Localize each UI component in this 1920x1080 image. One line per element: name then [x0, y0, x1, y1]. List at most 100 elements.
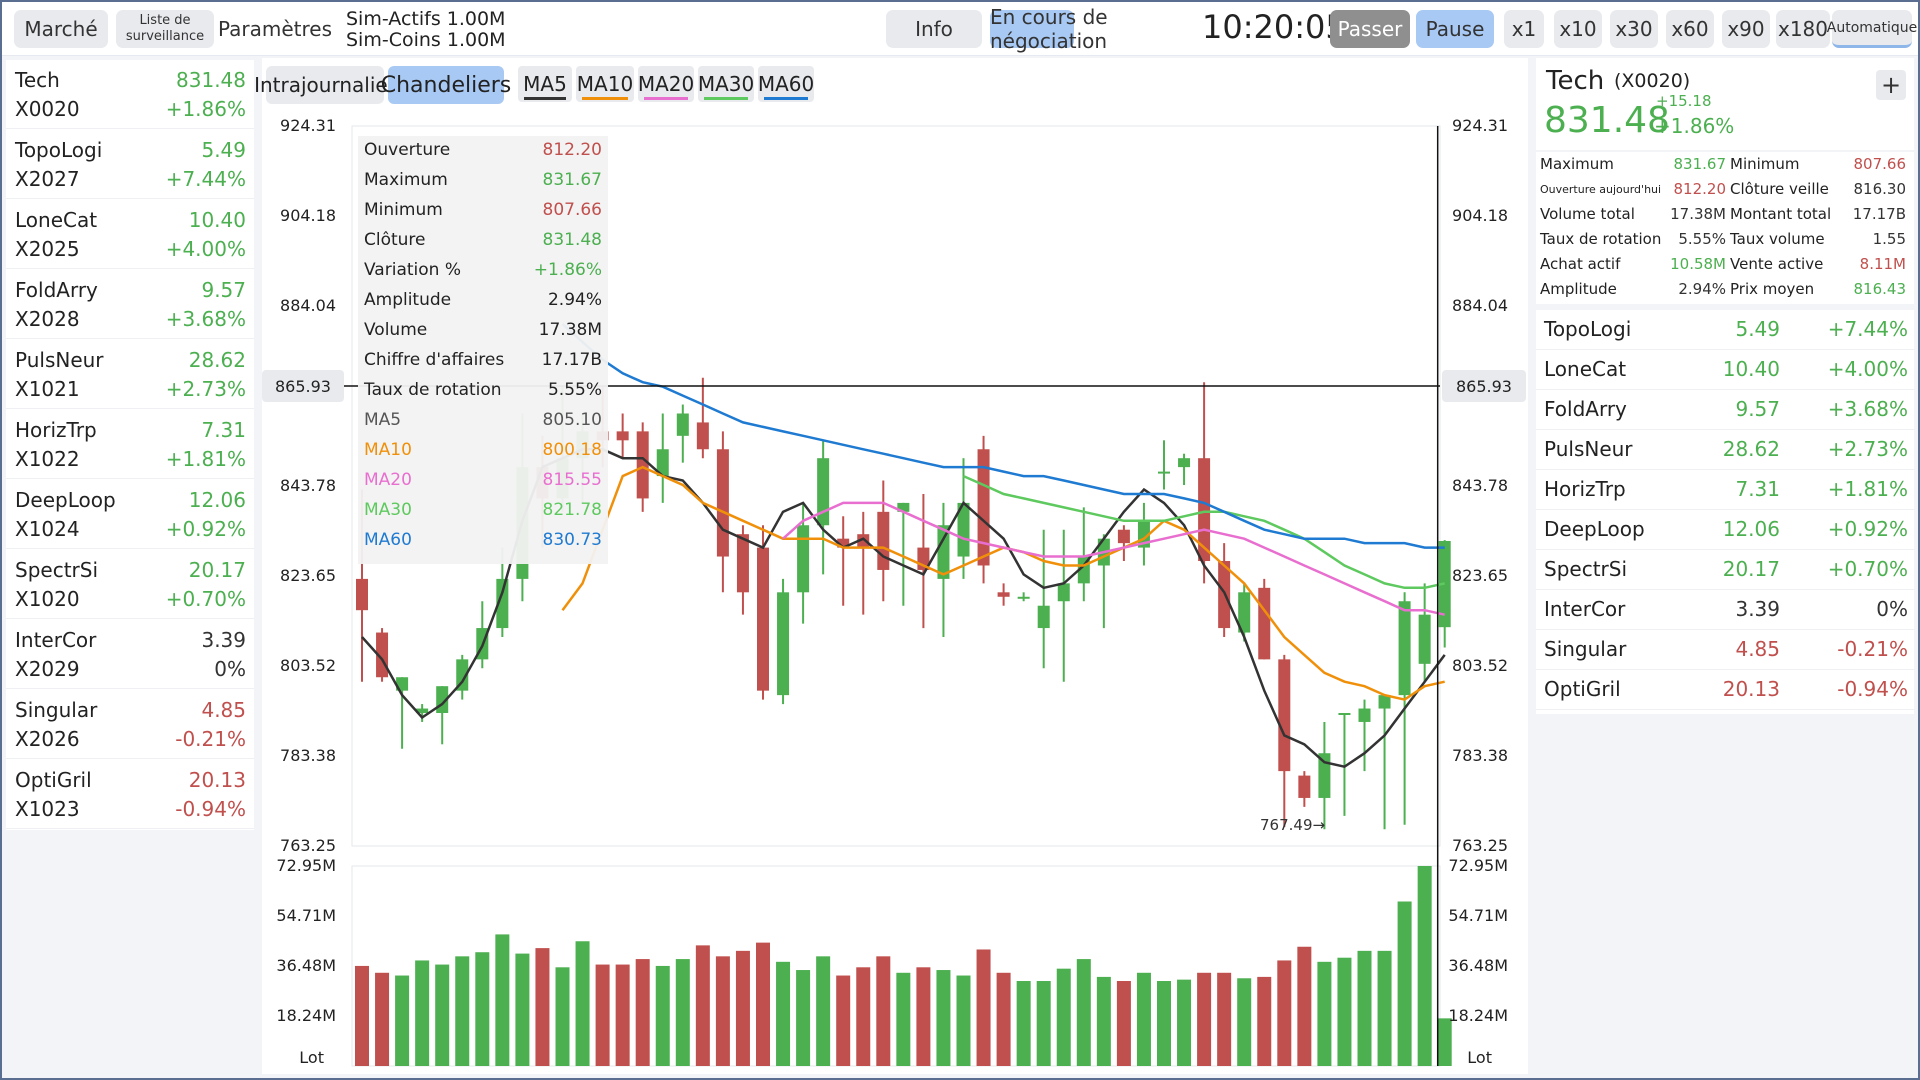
stock-price: 7.31: [201, 418, 246, 442]
watchlist-item[interactable]: InterCor X2029 3.39 0%: [6, 620, 254, 689]
crosshair-price-left: 865.93: [262, 370, 344, 402]
watchlist-item[interactable]: HorizTrp X1022 7.31 +1.81%: [6, 410, 254, 479]
candle-body: [937, 525, 950, 579]
speed-x60-button[interactable]: x60: [1666, 10, 1714, 48]
candle-body: [1418, 614, 1431, 664]
related-name: FoldArry: [1544, 397, 1627, 421]
stock-code: X1022: [15, 447, 80, 471]
related-item[interactable]: FoldArry 9.57 +3.68%: [1536, 390, 1914, 430]
ma-underline: [764, 97, 808, 100]
related-item[interactable]: PulsNeur 28.62 +2.73%: [1536, 430, 1914, 470]
price-tick-right: 904.18: [1452, 206, 1508, 225]
volume-bar: [575, 941, 590, 1066]
watchlist-item[interactable]: PulsNeur X1021 28.62 +2.73%: [6, 340, 254, 409]
price-tick-right: 843.78: [1452, 476, 1508, 495]
ma-toggle-ma10[interactable]: MA10: [576, 66, 634, 102]
watchlist-item[interactable]: TopoLogi X2027 5.49 +7.44%: [6, 130, 254, 199]
watchlist-item[interactable]: SpectrSi X1020 20.17 +0.70%: [6, 550, 254, 619]
ma-underline: [524, 97, 566, 100]
stat-value: 17.17B: [1852, 205, 1906, 223]
related-name: Singular: [1544, 637, 1627, 661]
watchlist-item[interactable]: Singular X2026 4.85 -0.21%: [6, 690, 254, 759]
tooltip-row: Taux de rotation 5.55%: [358, 376, 608, 406]
volume-bar: [936, 970, 951, 1066]
stat-key: Amplitude: [1540, 280, 1617, 298]
stat-key: Prix moyen: [1730, 280, 1815, 298]
volume-bar: [1437, 1018, 1452, 1066]
watchlist-panel: Tech X0020 831.48 +1.86% TopoLogi X2027 5.49 +7…: [6, 60, 254, 830]
speed-x1-button[interactable]: x1: [1504, 10, 1544, 48]
tooltip-key: MA10: [364, 440, 412, 460]
volume-bar: [395, 975, 410, 1066]
tooltip-row: Maximum 831.67: [358, 166, 608, 196]
tooltip-key: Amplitude: [364, 290, 452, 310]
volume-bar: [1116, 981, 1131, 1066]
watchlist-item[interactable]: Tech X0020 831.48 +1.86%: [6, 60, 254, 129]
related-name: HorizTrp: [1544, 477, 1626, 501]
watchlist-item[interactable]: LoneCat X2025 10.40 +4.00%: [6, 200, 254, 269]
tooltip-key: Volume: [364, 320, 428, 340]
tooltip-row: MA10 800.18: [358, 436, 608, 466]
ma-line-ma20: [782, 501, 1445, 616]
candle-body: [1158, 471, 1170, 474]
price-tick-left: 904.18: [280, 206, 336, 225]
ma-toggle-ma5[interactable]: MA5: [518, 66, 572, 102]
auto-button[interactable]: Automatique: [1827, 10, 1917, 48]
related-item[interactable]: Singular 4.85 -0.21%: [1536, 630, 1914, 670]
volume-bar: [1197, 972, 1212, 1066]
stock-price: 4.85: [201, 698, 246, 722]
related-name: DeepLoop: [1544, 517, 1645, 541]
pause-button[interactable]: Pause: [1416, 10, 1494, 48]
stat-key: Volume total: [1540, 205, 1635, 223]
watchlist-item[interactable]: OptiGril X1023 20.13 -0.94%: [6, 760, 254, 829]
settings-button[interactable]: Paramètres: [217, 17, 333, 41]
watchlist-button[interactable]: Liste de surveillance: [116, 10, 214, 48]
tooltip-value: 5.55%: [547, 380, 602, 400]
trading-status[interactable]: En cours de négociation: [990, 5, 1108, 53]
related-item[interactable]: SpectrSi 20.17 +0.70%: [1536, 550, 1914, 590]
volume-bar: [916, 967, 931, 1066]
stat-key: Vente active: [1730, 255, 1824, 273]
stat-value: 816.30: [1853, 180, 1907, 198]
related-item[interactable]: OptiGril 20.13 -0.94%: [1536, 670, 1914, 710]
price-tick-right: 763.25: [1452, 836, 1508, 855]
skip-button[interactable]: Passer: [1330, 10, 1410, 48]
candle-body: [496, 578, 509, 629]
tooltip-value: 812.20: [542, 140, 602, 160]
related-item[interactable]: DeepLoop 12.06 +0.92%: [1536, 510, 1914, 550]
related-item[interactable]: InterCor 3.39 0%: [1536, 590, 1914, 630]
ma-toggle-ma30[interactable]: MA30: [698, 66, 754, 102]
volume-bar: [996, 972, 1011, 1066]
stock-change: +0.92%: [165, 517, 246, 541]
related-item[interactable]: LoneCat 10.40 +4.00%: [1536, 350, 1914, 390]
speed-x180-button[interactable]: x180: [1776, 10, 1830, 48]
tooltip-value: 805.10: [542, 410, 602, 430]
add-watch-button[interactable]: +: [1876, 70, 1906, 100]
ohlc-tooltip: Ouverture 812.20 Maximum 831.67 Minimum 807.6…: [358, 136, 608, 564]
tooltip-value: 2.94%: [547, 290, 602, 310]
sim-balances: Sim-Actifs 1.00M Sim-Coins 1.00M: [346, 9, 506, 51]
volume-bar: [1377, 950, 1392, 1066]
ma-toggle-ma60[interactable]: MA60: [758, 66, 814, 102]
stat-key: Ouverture aujourd'hui: [1540, 183, 1662, 196]
tooltip-key: Chiffre d'affaires: [364, 350, 505, 370]
ma-line-ma10: [561, 465, 1445, 701]
stock-code: X2027: [15, 167, 80, 191]
tab-intraday[interactable]: Intrajournalier: [254, 66, 396, 104]
price-tick-left: 783.38: [280, 746, 336, 765]
market-button[interactable]: Marché: [14, 10, 108, 48]
tooltip-row: Variation % +1.86%: [358, 256, 608, 286]
related-item[interactable]: HorizTrp 7.31 +1.81%: [1536, 470, 1914, 510]
stock-name: OptiGril: [15, 768, 92, 792]
ma-toggle-ma20[interactable]: MA20: [638, 66, 694, 102]
speed-x90-button[interactable]: x90: [1722, 10, 1770, 48]
related-item[interactable]: TopoLogi 5.49 +7.44%: [1536, 310, 1914, 350]
watchlist-item[interactable]: DeepLoop X1024 12.06 +0.92%: [6, 480, 254, 549]
speed-x10-button[interactable]: x10: [1554, 10, 1602, 48]
speed-x30-button[interactable]: x30: [1610, 10, 1658, 48]
info-button[interactable]: Info: [886, 10, 982, 48]
watchlist-item[interactable]: FoldArry X2028 9.57 +3.68%: [6, 270, 254, 339]
stat-row: Volume total 17.38M Montant total 17.17B: [1536, 202, 1914, 227]
tab-candles[interactable]: Chandeliers: [381, 66, 511, 104]
